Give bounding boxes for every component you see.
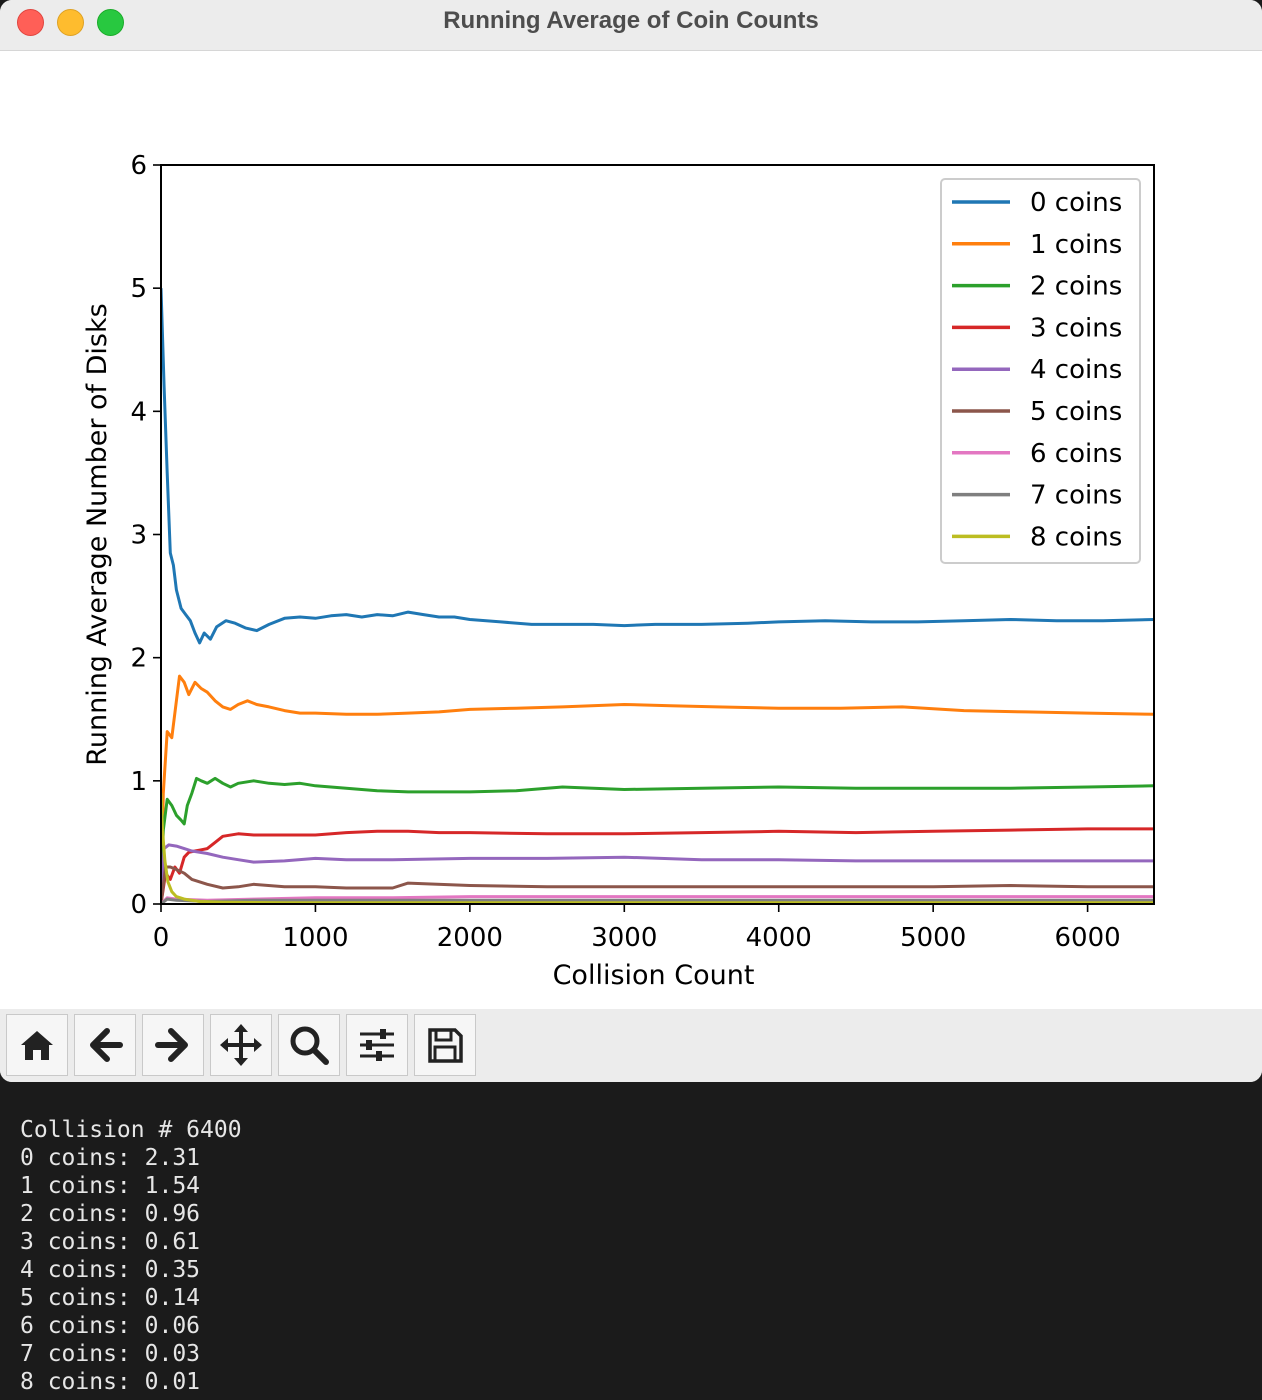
x-axis-label: Collision Count — [553, 960, 755, 991]
navigation-toolbar — [0, 1009, 1262, 1082]
forward-button[interactable] — [142, 1014, 204, 1076]
legend-label-2: 2 coins — [1030, 272, 1122, 302]
home-button[interactable] — [6, 1014, 68, 1076]
save-button[interactable] — [414, 1014, 476, 1076]
series-line-2 — [161, 776, 1154, 904]
y-axis-label: Running Average Number of Disks — [82, 303, 113, 765]
zoom-button[interactable] — [278, 1014, 340, 1076]
x-tick-label: 2000 — [437, 923, 503, 953]
legend-label-0: 0 coins — [1030, 188, 1122, 218]
pan-button[interactable] — [210, 1014, 272, 1076]
series-line-4 — [161, 843, 1154, 904]
terminal-line: 3 coins: 0.61 — [20, 1229, 201, 1255]
configure-subplots-button[interactable] — [346, 1014, 408, 1076]
legend-label-3: 3 coins — [1030, 313, 1122, 343]
terminal-line: Collision # 6400 — [20, 1117, 242, 1143]
legend-box — [940, 178, 1141, 564]
legend-label-7: 7 coins — [1030, 481, 1122, 511]
x-tick-label: 0 — [153, 923, 170, 953]
terminal-line: 1 coins: 1.54 — [20, 1173, 201, 1199]
x-tick-label: 5000 — [900, 923, 966, 953]
save-floppy-icon — [428, 1028, 463, 1063]
line-chart[interactable]: 0 1000 2000 3000 4000 5000 6000 0 1 2 3 4 5 6 Collisio… — [0, 51, 1262, 1009]
window-titlebar: Running Average of Coin Counts — [0, 0, 1262, 51]
y-tick-label: 5 — [130, 274, 147, 304]
forward-arrow-icon — [155, 1028, 188, 1062]
zoom-magnifier-icon — [290, 1026, 329, 1065]
minimize-window-button[interactable] — [57, 9, 84, 36]
terminal-line: 0 coins: 2.31 — [20, 1145, 201, 1171]
legend-label-8: 8 coins — [1030, 522, 1122, 552]
x-tick-label: 1000 — [282, 923, 348, 953]
close-window-button[interactable] — [17, 9, 44, 36]
plot-window: Running Average of Coin Counts 0 1000 2000… — [0, 0, 1262, 1082]
y-tick-label: 0 — [130, 890, 147, 920]
terminal-line: 7 coins: 0.03 — [20, 1341, 201, 1367]
series-line-0 — [161, 288, 1154, 645]
home-icon — [21, 1031, 53, 1060]
pan-move-icon — [220, 1024, 262, 1066]
legend-label-5: 5 coins — [1030, 397, 1122, 427]
legend-label-4: 4 coins — [1030, 355, 1122, 385]
y-tick-label: 3 — [130, 521, 147, 551]
figure-canvas[interactable]: 0 1000 2000 3000 4000 5000 6000 0 1 2 3 4 5 6 Collisio… — [0, 51, 1262, 1009]
back-arrow-icon — [90, 1028, 123, 1062]
x-tick-label: 4000 — [746, 923, 812, 953]
legend-label-1: 1 coins — [1030, 230, 1122, 260]
configure-subplots-icon — [360, 1029, 394, 1061]
x-tick-label: 6000 — [1055, 923, 1121, 953]
window-title: Running Average of Coin Counts — [443, 7, 819, 34]
legend-label-6: 6 coins — [1030, 439, 1122, 469]
series-line-8 — [161, 793, 1154, 904]
terminal-line: 5 coins: 0.14 — [20, 1285, 201, 1311]
series-line-3 — [161, 827, 1154, 904]
x-tick-label: 3000 — [591, 923, 657, 953]
maximize-window-button[interactable] — [97, 9, 124, 36]
terminal-line: 4 coins: 0.35 — [20, 1257, 201, 1283]
y-tick-label: 1 — [130, 767, 147, 797]
terminal-line: 6 coins: 0.06 — [20, 1313, 201, 1339]
y-tick-label: 6 — [130, 151, 147, 181]
series-line-7 — [161, 897, 1154, 904]
back-button[interactable] — [74, 1014, 136, 1076]
y-tick-label: 2 — [130, 644, 147, 674]
series-line-5 — [161, 865, 1154, 904]
y-tick-label: 4 — [130, 397, 147, 427]
series-line-1 — [161, 674, 1154, 904]
terminal-line: 8 coins: 0.01 — [20, 1369, 201, 1395]
terminal-output: Collision # 6400 0 coins: 2.31 1 coins: 1.… — [20, 1116, 242, 1396]
terminal-line: 2 coins: 0.96 — [20, 1201, 201, 1227]
